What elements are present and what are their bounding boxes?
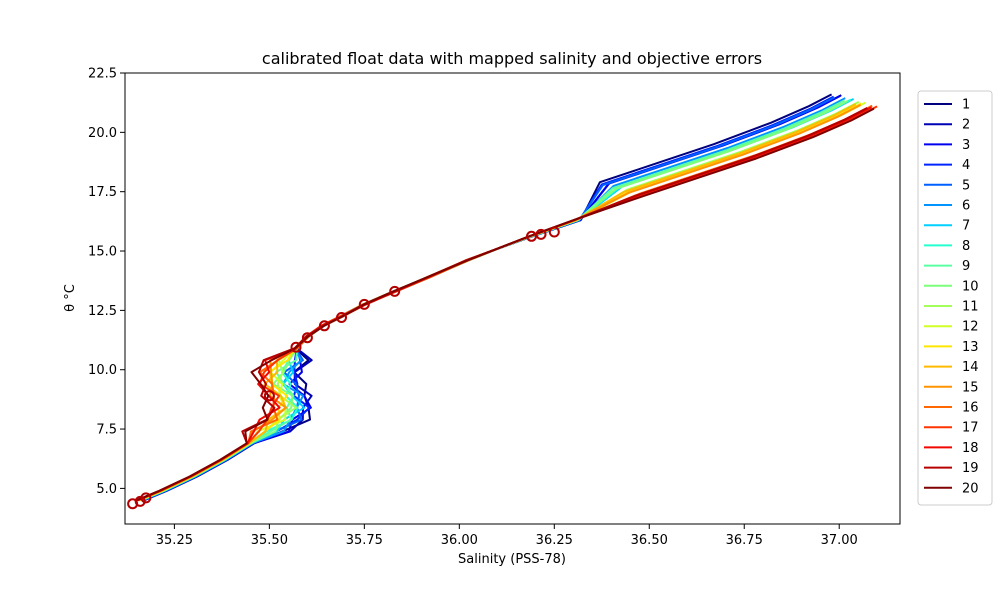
y-tick-label: 7.5 [96, 423, 117, 438]
legend-label-12: 12 [962, 320, 979, 335]
mapped-salinity-marker [318, 320, 330, 332]
y-tick-label: 5.0 [96, 482, 117, 497]
plot-frame [124, 72, 901, 525]
legend-label-20: 20 [962, 481, 979, 496]
y-tick-label: 17.5 [88, 185, 117, 200]
mapped-salinity-marker [301, 332, 313, 344]
legend-label-4: 4 [962, 158, 970, 173]
legend-label-10: 10 [962, 279, 979, 294]
legend-label-15: 15 [962, 380, 979, 395]
mapped-salinity-marker [548, 226, 560, 238]
legend-label-17: 17 [962, 421, 979, 436]
legend-label-5: 5 [962, 178, 970, 193]
legend-label-3: 3 [962, 138, 970, 153]
y-tick-label: 10.0 [88, 363, 117, 378]
x-axis-label: Salinity (PSS-78) [458, 552, 566, 567]
x-tick-label: 36.50 [631, 533, 668, 548]
y-axis: 5.0 7.5 10.0 12.5 15.0 17.5 20.0 22.5 [88, 67, 125, 497]
legend-label-16: 16 [962, 401, 979, 416]
x-tick-label: 35.50 [251, 533, 288, 548]
mapped-salinity-marker [140, 492, 152, 504]
series-line-20 [136, 107, 875, 502]
legend-label-14: 14 [962, 360, 979, 375]
mapped-salinity-marker [127, 498, 139, 510]
y-axis-label: θ °C [63, 284, 78, 312]
legend-label-7: 7 [962, 219, 970, 234]
legend-label-11: 11 [962, 300, 979, 315]
mapped-salinity-marker [263, 390, 275, 402]
legend-label-19: 19 [962, 461, 979, 476]
x-tick-label: 36.75 [726, 533, 763, 548]
mapped-salinity-marker [290, 341, 302, 353]
y-tick-label: 15.0 [88, 245, 117, 260]
mapped-salinity-marker [535, 228, 547, 240]
y-tick-label: 20.0 [88, 126, 117, 141]
y-tick-label: 22.5 [88, 67, 117, 82]
mapped-salinity-marker [336, 312, 347, 323]
legend-label-9: 9 [962, 259, 970, 274]
x-tick-label: 36.00 [441, 533, 478, 548]
chart-title: calibrated float data with mapped salini… [262, 49, 762, 68]
plot-area [124, 72, 901, 525]
mapped-salinity-marker [389, 285, 401, 297]
legend-label-6: 6 [962, 199, 970, 214]
x-tick-label: 35.25 [156, 533, 193, 548]
x-axis: 35.25 35.50 35.75 36.00 36.25 36.50 36.75 37.00 [156, 524, 858, 548]
x-tick-label: 37.00 [821, 533, 858, 548]
legend-label-2: 2 [962, 118, 970, 133]
marker-layer [127, 226, 560, 510]
y-tick-label: 12.5 [88, 304, 117, 319]
x-tick-label: 35.75 [346, 533, 383, 548]
x-tick-label: 36.25 [536, 533, 573, 548]
legend-frame [917, 90, 993, 506]
series-layer [136, 93, 878, 502]
legend-label-18: 18 [962, 441, 979, 456]
mapped-salinity-marker [358, 298, 370, 310]
legend-label-13: 13 [962, 340, 979, 355]
legend-label-1: 1 [962, 98, 970, 113]
legend-label-8: 8 [962, 239, 970, 254]
